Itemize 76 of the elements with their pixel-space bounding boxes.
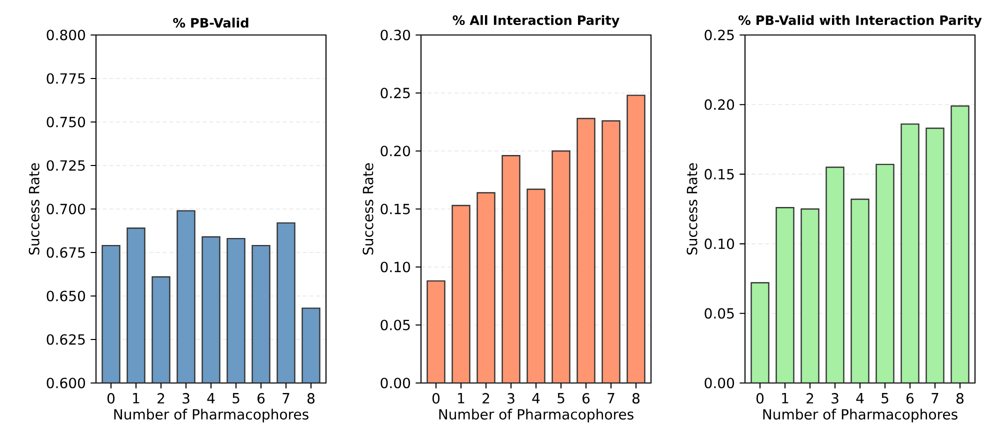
x-tick-label: 5 (232, 393, 240, 404)
chart-title: % All Interaction Parity (452, 15, 620, 28)
bar (527, 189, 545, 383)
x-tick-label: 6 (906, 393, 914, 404)
bar (926, 128, 944, 383)
y-tick-label: 0.800 (46, 30, 86, 40)
x-tick-label: 6 (582, 393, 590, 404)
y-tick-label: 0.25 (704, 30, 734, 40)
y-tick-label: 0.30 (380, 30, 410, 40)
bar (626, 94, 646, 383)
x-tick-label: 5 (882, 393, 888, 404)
x-tick-label: 3 (508, 393, 514, 404)
bar (901, 124, 919, 383)
x-tick-label: 0 (107, 393, 115, 404)
x-tick-label: 7 (932, 393, 938, 404)
y-tick-label: 0.15 (704, 168, 734, 180)
x-axis-title: Number of Pharmacophores (763, 408, 958, 422)
y-tick-label: 0.00 (704, 378, 734, 388)
x-tick-label: 8 (956, 393, 964, 404)
x-tick-label: 1 (782, 393, 788, 404)
bar (502, 156, 520, 383)
y-tick-label: 0.20 (704, 99, 734, 110)
bar (427, 280, 445, 383)
chart-title: % PB-Valid with Interaction Parity (738, 15, 982, 28)
y-axis-title: Success Rate (362, 163, 374, 255)
y-axis-title: Success Rate (686, 163, 698, 255)
x-tick-label: 2 (482, 393, 490, 404)
chart-title: % PB-Valid (173, 18, 248, 28)
y-tick-label: 0.00 (380, 378, 410, 388)
x-tick-label: 7 (608, 393, 614, 404)
bar (876, 164, 894, 383)
bar (851, 199, 869, 383)
y-tick-label: 0.775 (46, 73, 85, 84)
x-tick-label: 5 (558, 393, 564, 404)
y-tick-label: 0.15 (380, 204, 410, 214)
x-tick-label: 2 (806, 393, 814, 404)
bar (477, 192, 495, 383)
bar (602, 120, 620, 383)
y-tick-label: 0.700 (46, 204, 86, 214)
y-tick-label: 0.600 (46, 378, 86, 388)
y-tick-label: 0.750 (46, 116, 86, 128)
x-tick-label: 0 (432, 393, 440, 404)
x-tick-label: 8 (632, 393, 640, 404)
y-tick-label: 0.650 (46, 290, 86, 302)
x-tick-label: 8 (307, 393, 314, 404)
x-tick-label: 4 (532, 393, 540, 404)
bar (577, 118, 595, 383)
bar (751, 282, 769, 383)
y-tick-label: 0.05 (380, 320, 410, 330)
x-tick-label: 7 (282, 393, 290, 404)
y-tick-label: 0.675 (46, 247, 85, 258)
x-tick-label: 1 (133, 393, 140, 404)
y-tick-label: 0.725 (46, 160, 85, 171)
x-tick-label: 2 (158, 393, 164, 404)
x-tick-label: 4 (207, 393, 215, 404)
y-tick-label: 0.20 (380, 146, 410, 156)
bar (826, 167, 844, 383)
y-axis-title: Success Rate (28, 163, 40, 255)
bar (801, 208, 819, 383)
y-tick-label: 0.25 (380, 88, 410, 98)
bar (950, 105, 970, 383)
y-tick-label: 0.10 (380, 262, 410, 272)
x-tick-label: 4 (856, 393, 864, 404)
bar (452, 206, 470, 383)
bar (776, 208, 794, 383)
x-axis-title: Number of Pharmacophores (114, 408, 308, 422)
y-tick-label: 0.625 (46, 334, 85, 345)
x-tick-label: 6 (258, 393, 265, 404)
x-tick-label: 1 (458, 393, 464, 404)
x-tick-label: 3 (832, 393, 838, 404)
x-tick-label: 0 (756, 393, 764, 404)
x-tick-label: 3 (182, 393, 190, 404)
bar (552, 151, 570, 383)
y-tick-label: 0.05 (704, 308, 734, 319)
x-axis-title: Number of Pharmacophores (439, 408, 634, 422)
y-tick-label: 0.10 (704, 238, 734, 250)
